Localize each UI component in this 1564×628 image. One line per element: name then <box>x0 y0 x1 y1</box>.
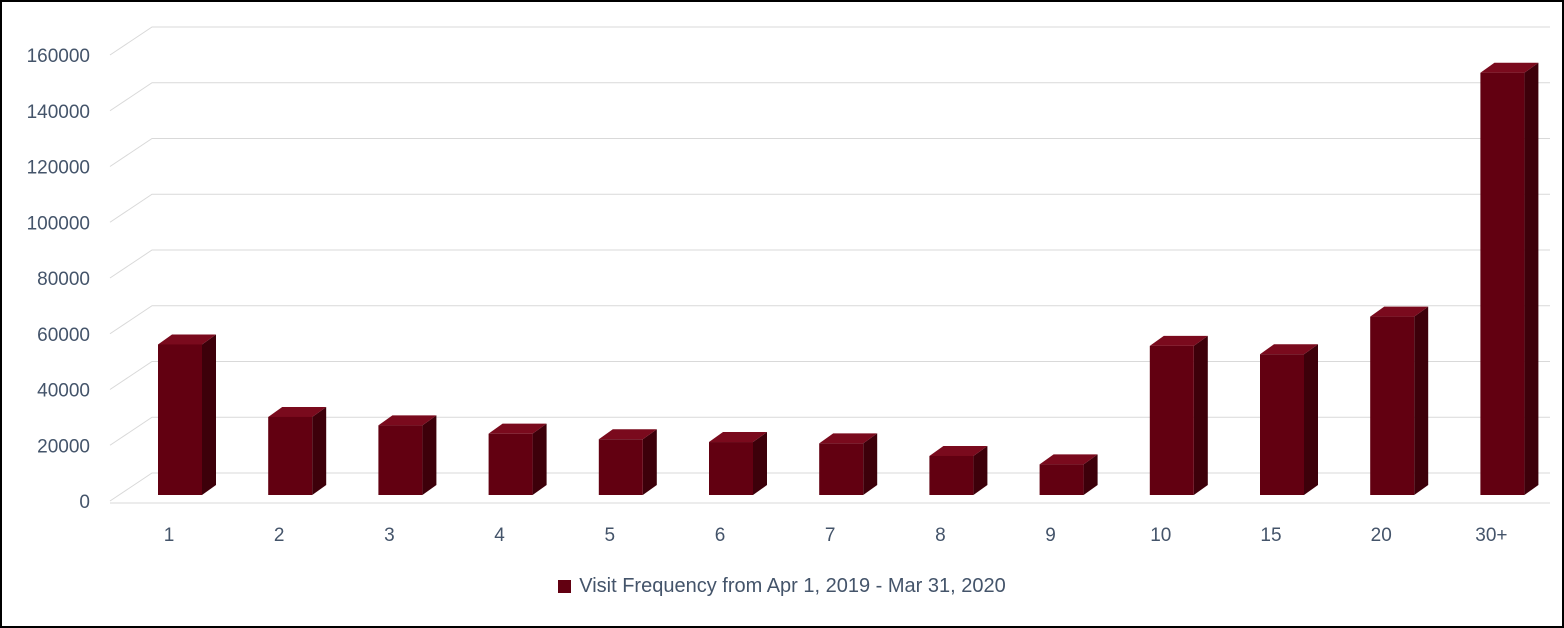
gridline <box>109 305 1550 335</box>
bar <box>929 445 988 495</box>
y-tick-label: 140000 <box>27 102 90 123</box>
bar-front <box>929 455 974 495</box>
bars <box>158 62 1539 495</box>
x-tick-label: 10 <box>1150 525 1171 546</box>
gridline <box>109 193 1550 223</box>
bar-side <box>1524 62 1539 495</box>
bar-front <box>488 433 533 495</box>
gridline <box>109 249 1550 279</box>
gridline <box>109 138 1550 167</box>
bar-side <box>973 445 988 495</box>
bar-top <box>268 406 327 417</box>
x-tick-label: 2 <box>274 525 285 546</box>
legend-swatch <box>558 579 572 593</box>
bar-front <box>1039 464 1084 495</box>
bar-top <box>488 423 547 434</box>
x-tick-label: 30+ <box>1475 525 1507 546</box>
bar <box>1370 306 1429 495</box>
x-tick-label: 6 <box>715 525 726 546</box>
bar-front <box>378 425 423 495</box>
bar-side <box>1414 306 1429 495</box>
x-tick-label: 4 <box>494 525 505 546</box>
bar-top <box>1149 335 1208 346</box>
x-axis-ticks: 1 2 3 4 5 6 7 8 9 10 15 20 30+ <box>164 525 1508 546</box>
legend: Visit Frequency from Apr 1, 2019 - Mar 3… <box>0 572 1564 600</box>
x-tick-label: 8 <box>935 525 946 546</box>
x-tick-label: 15 <box>1260 525 1281 546</box>
bar <box>598 429 657 495</box>
y-axis-ticks: 0 20000 40000 60000 80000 100000 120000 140000 1… <box>27 46 90 513</box>
bar-front <box>819 443 864 495</box>
bar <box>819 433 878 495</box>
bar <box>1260 344 1318 495</box>
bar-front <box>1370 316 1415 495</box>
y-tick-label: 100000 <box>27 213 90 234</box>
bar-top <box>929 445 988 456</box>
bar-top <box>709 432 767 443</box>
bar-front <box>709 442 753 495</box>
y-tick-label: 160000 <box>27 46 90 67</box>
legend-label: Visit Frequency from Apr 1, 2019 - Mar 3… <box>579 574 1006 597</box>
x-tick-label: 9 <box>1045 525 1056 546</box>
bar-front <box>158 344 202 495</box>
y-tick-label: 60000 <box>37 325 90 346</box>
bar-top <box>1039 454 1098 465</box>
bar-front <box>1260 354 1304 495</box>
bar-top <box>1260 344 1318 355</box>
bar-side <box>642 429 657 495</box>
y-tick-label: 120000 <box>27 158 90 179</box>
bar-top <box>1480 62 1539 73</box>
bar <box>488 423 547 495</box>
bar-side <box>1304 344 1318 495</box>
x-tick-label: 3 <box>384 525 395 546</box>
x-tick-label: 1 <box>164 525 175 546</box>
bar-side <box>202 334 216 495</box>
bar <box>1149 335 1208 495</box>
y-tick-label: 80000 <box>37 269 90 290</box>
y-tick-label: 40000 <box>37 381 90 402</box>
bar-side <box>312 406 327 495</box>
bar <box>268 406 327 495</box>
y-tick-label: 0 <box>79 492 90 513</box>
bar-side <box>1193 335 1208 495</box>
x-tick-label: 7 <box>825 525 836 546</box>
bar-top <box>1370 306 1429 317</box>
bar <box>1039 454 1098 495</box>
gridline <box>109 361 1550 390</box>
bar-side <box>863 433 878 495</box>
y-tick-label: 20000 <box>37 436 90 457</box>
bar <box>1480 62 1539 495</box>
bar-front <box>1149 345 1194 495</box>
bar-top <box>378 415 437 426</box>
gridline <box>109 26 1550 56</box>
bar-front <box>598 439 643 495</box>
bar-front <box>1480 72 1525 495</box>
gridline <box>109 82 1550 112</box>
bar-side <box>422 415 437 495</box>
bar-top <box>158 334 216 345</box>
bar <box>158 334 216 495</box>
bar-side <box>753 432 767 495</box>
bar <box>378 415 437 495</box>
bar <box>709 432 767 495</box>
x-tick-label: 20 <box>1371 525 1392 546</box>
gridline <box>109 416 1550 446</box>
bar-side <box>1083 454 1098 495</box>
bar-side <box>532 423 547 495</box>
bar-top <box>598 429 657 440</box>
x-tick-label: 5 <box>605 525 616 546</box>
bar-front <box>268 416 313 495</box>
bar-top <box>819 433 878 444</box>
